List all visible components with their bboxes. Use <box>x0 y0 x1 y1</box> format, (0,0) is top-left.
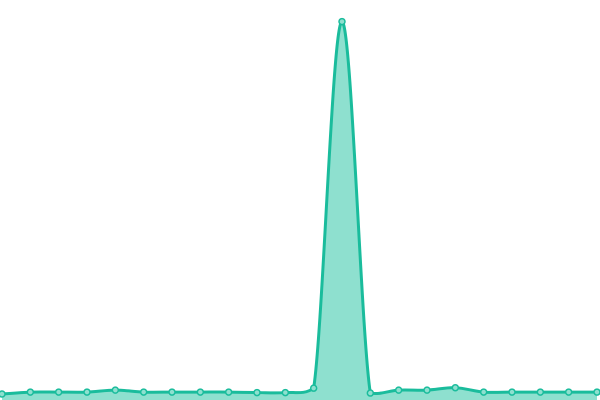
data-points <box>0 17 600 398</box>
data-point-9 <box>253 388 261 397</box>
data-point-0 <box>0 390 6 398</box>
data-point-2 <box>54 388 63 396</box>
data-point-7 <box>196 388 205 396</box>
data-point-15 <box>423 386 431 394</box>
data-point-11 <box>309 384 318 392</box>
data-point-17 <box>479 388 488 396</box>
data-point-5 <box>139 388 148 396</box>
data-point-10 <box>281 388 290 397</box>
data-point-14 <box>394 386 403 394</box>
data-point-3 <box>83 388 91 396</box>
data-point-13 <box>366 389 375 397</box>
data-point-21 <box>593 388 600 396</box>
series-area <box>2 21 597 400</box>
data-point-16 <box>451 383 460 392</box>
series-line <box>1 20 597 396</box>
data-point-4 <box>111 386 120 394</box>
data-point-18 <box>508 388 516 396</box>
data-point-12 <box>338 17 346 26</box>
data-point-20 <box>564 388 573 396</box>
data-point-8 <box>224 388 233 396</box>
data-point-19 <box>536 388 545 396</box>
data-point-1 <box>26 388 35 396</box>
data-point-6 <box>168 388 176 396</box>
